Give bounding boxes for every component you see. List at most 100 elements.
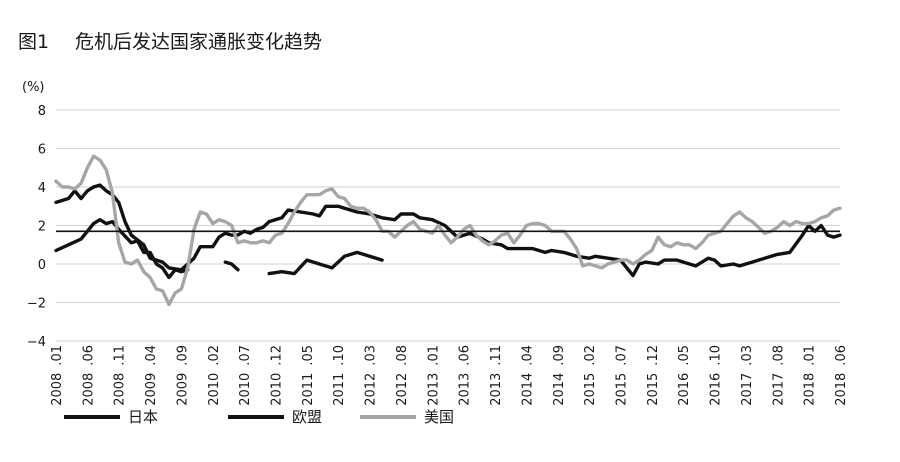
legend: 日本 欧盟 美国 <box>64 408 454 426</box>
x-tick-label: 2011 .10 <box>332 345 347 406</box>
x-tick-month: .01 <box>426 345 441 366</box>
x-tick-month: .03 <box>364 345 379 366</box>
series-lines <box>54 154 842 307</box>
x-tick-label: 2011 .05 <box>301 345 316 406</box>
x-tick-month: .05 <box>677 345 692 366</box>
x-tick-month: .07 <box>614 345 629 366</box>
x-tick-label: 2013 .11 <box>489 345 504 406</box>
x-tick-month: .06 <box>834 345 849 366</box>
x-tick-year: 2011 <box>332 373 347 406</box>
legend-label-japan: 日本 <box>128 408 158 426</box>
x-tick-year: 2012 <box>364 373 379 406</box>
y-tick-label: 2 <box>38 220 46 235</box>
x-tick-year: 2017 <box>771 373 786 406</box>
x-tick-year: 2008 <box>113 373 128 406</box>
x-tick-month: .04 <box>144 345 159 366</box>
x-tick-year: 2010 <box>270 373 285 406</box>
x-tick-label: 2017 .03 <box>740 345 755 406</box>
x-tick-label: 2009 .04 <box>144 345 159 406</box>
x-tick-year: 2010 <box>207 373 222 406</box>
x-tick-year: 2013 <box>458 373 473 406</box>
x-tick-label: 2015 .02 <box>583 345 598 406</box>
y-tick-label: 6 <box>38 143 46 158</box>
chart-title: 危机后发达国家通胀变化趋势 <box>75 31 322 53</box>
y-tick-labels: 8 6 4 2 0 −2 −4 <box>27 104 46 350</box>
x-tick-label: 2010 .12 <box>270 345 285 406</box>
series-line-japan <box>54 218 190 280</box>
x-tick-label: 2009 .09 <box>175 345 190 406</box>
x-tick-year: 2009 <box>175 373 190 406</box>
x-tick-month: .07 <box>238 345 253 366</box>
x-tick-month: .06 <box>81 345 96 366</box>
x-tick-label: 2008 .06 <box>81 345 96 406</box>
gridlines <box>56 109 840 342</box>
series-line-us <box>54 154 842 307</box>
x-tick-month: .12 <box>270 345 285 366</box>
x-tick-label: 2008 .11 <box>113 345 128 406</box>
x-tick-month: .10 <box>709 345 724 366</box>
y-tick-label: −2 <box>27 297 46 312</box>
x-tick-year: 2016 <box>709 373 724 406</box>
y-tick-label: 8 <box>38 104 46 119</box>
x-tick-month: .01 <box>50 345 65 366</box>
x-tick-label: 2013 .01 <box>426 345 441 406</box>
x-tick-year: 2008 <box>81 373 96 406</box>
x-tick-year: 2011 <box>301 373 316 406</box>
x-tick-label: 2012 .03 <box>364 345 379 406</box>
x-tick-label: 2018 .06 <box>834 345 849 406</box>
x-tick-month: .08 <box>771 345 786 366</box>
x-tick-month: .08 <box>395 345 410 366</box>
legend-label-us: 美国 <box>424 408 454 426</box>
legend-label-eu: 欧盟 <box>292 408 322 426</box>
x-tick-month: .11 <box>113 345 128 366</box>
x-tick-month: .05 <box>301 345 316 366</box>
x-tick-year: 2015 <box>583 373 598 406</box>
x-tick-month: .11 <box>489 345 504 366</box>
x-tick-label: 2014 .09 <box>552 345 567 406</box>
x-tick-label: 2016 .05 <box>677 345 692 406</box>
y-tick-label: 0 <box>38 258 46 273</box>
x-tick-label: 2012 .08 <box>395 345 410 406</box>
x-tick-label: 2013 .06 <box>458 345 473 406</box>
x-tick-month: .09 <box>175 345 190 366</box>
x-tick-month: .06 <box>458 345 473 366</box>
x-tick-month: .12 <box>646 345 661 366</box>
x-tick-year: 2013 <box>426 373 441 406</box>
x-tick-label: 2015 .07 <box>614 345 629 406</box>
x-tick-year: 2010 <box>238 373 253 406</box>
x-tick-year: 2015 <box>646 373 661 406</box>
x-tick-labels: 2008 .01 2008 .06 2008 .11 2009 .04 2009 .09 2010.… <box>50 345 849 406</box>
series-line-eu <box>267 250 384 276</box>
figure-label: 图1 <box>18 31 49 53</box>
x-tick-year: 2014 <box>520 373 535 406</box>
x-tick-year: 2008 <box>50 373 65 406</box>
x-tick-year: 2016 <box>677 373 692 406</box>
x-tick-year: 2009 <box>144 373 159 406</box>
x-tick-label: 2017 .08 <box>771 345 786 406</box>
x-tick-label: 2010 .07 <box>238 345 253 406</box>
x-tick-year: 2015 <box>614 373 629 406</box>
x-tick-year: 2018 <box>803 373 818 406</box>
y-tick-label: 4 <box>38 181 46 196</box>
x-tick-month: .10 <box>332 345 347 366</box>
x-tick-month: .09 <box>552 345 567 366</box>
x-tick-year: 2018 <box>834 373 849 406</box>
series-line-eu <box>223 260 240 272</box>
x-tick-label: 2016 .10 <box>709 345 724 406</box>
y-tick-label: −4 <box>27 335 46 350</box>
x-tick-year: 2014 <box>552 373 567 406</box>
y-axis-unit: (%) <box>22 80 45 95</box>
x-tick-month: .01 <box>803 345 818 366</box>
x-tick-month: .04 <box>520 345 535 366</box>
x-tick-month: .02 <box>583 345 598 366</box>
x-tick-month: .03 <box>740 345 755 366</box>
x-tick-label: 2008 .01 <box>50 345 65 406</box>
x-tick-month: .02 <box>207 345 222 366</box>
x-tick-label: 2014 .04 <box>520 345 535 406</box>
x-tick-year: 2017 <box>740 373 755 406</box>
x-tick-label: 2018 .01 <box>803 345 818 406</box>
x-tick-year: 2012 <box>395 373 410 406</box>
x-tick-label: 2010 .02 <box>207 345 222 406</box>
x-tick-label: 2015 .12 <box>646 345 661 406</box>
